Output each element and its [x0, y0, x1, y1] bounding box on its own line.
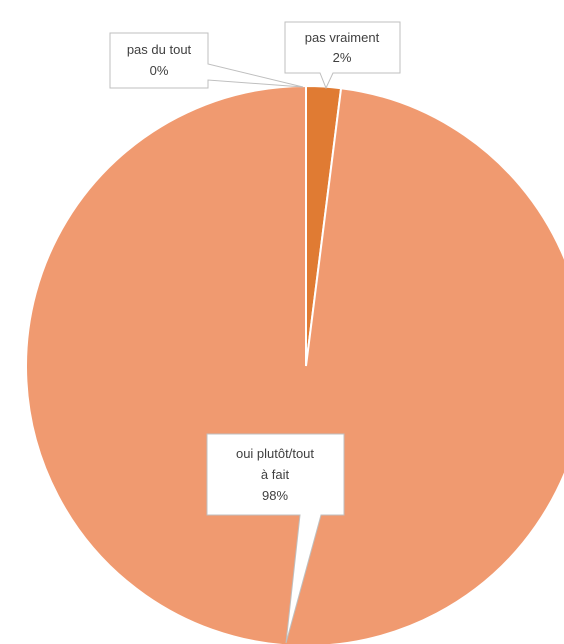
- callout-pas-vraiment: pas vraiment 2%: [284, 21, 401, 90]
- callout-box-oui: [206, 433, 345, 644]
- label-pas-du-tout-name: pas du tout: [127, 42, 192, 57]
- label-oui-line1: oui plutôt/tout: [236, 446, 314, 461]
- label-oui-value: 98%: [262, 488, 288, 503]
- label-oui-line2: à fait: [261, 467, 290, 482]
- callout-box-pas-du-tout: [109, 32, 304, 89]
- label-pas-vraiment-name: pas vraiment: [305, 30, 380, 45]
- callout-pas-du-tout: pas du tout 0%: [109, 32, 304, 89]
- pie-slice-oui-plut-t-tout-fait: [25, 84, 564, 644]
- callout-box-pas-vraiment: [284, 21, 401, 90]
- label-pas-vraiment-value: 2%: [333, 50, 352, 65]
- pie-slices: [25, 84, 564, 644]
- label-pas-du-tout-value: 0%: [150, 63, 169, 78]
- callout-oui: oui plutôt/tout à fait 98%: [206, 433, 345, 644]
